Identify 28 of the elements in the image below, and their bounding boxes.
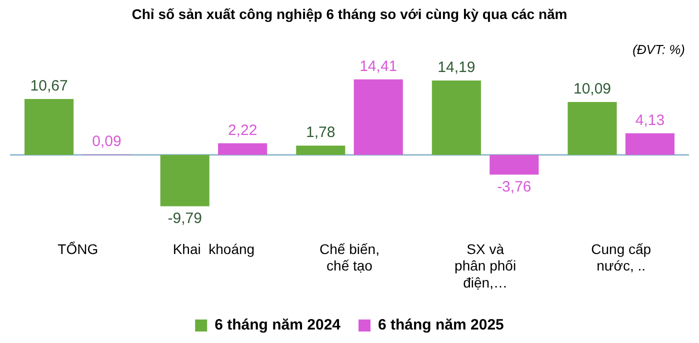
bar bbox=[218, 143, 268, 155]
data-label: 1,78 bbox=[306, 124, 336, 142]
x-tick-label: Cung cấp nước, .. bbox=[591, 240, 652, 274]
data-label: 10,67 bbox=[30, 78, 68, 95]
bar bbox=[490, 154, 539, 175]
bar bbox=[296, 146, 346, 155]
data-label: -3,76 bbox=[497, 178, 532, 196]
data-label: 2,22 bbox=[228, 122, 258, 139]
data-label: 0,09 bbox=[92, 133, 122, 150]
x-tick-label: Chế biến, chế tạo bbox=[320, 240, 380, 274]
x-tick-label: Khai khoáng bbox=[172, 240, 255, 257]
bar bbox=[432, 80, 481, 155]
bar bbox=[24, 98, 74, 155]
bar bbox=[568, 102, 617, 155]
text: (ĐVT: %) bbox=[632, 42, 685, 57]
data-label: 14,41 bbox=[360, 58, 398, 75]
x-tick-label: SX và phân phối điện,… bbox=[454, 240, 516, 290]
chart-title: Chỉ số sản xuất công nghiệp 6 tháng so với cùng kỳ qua các năm bbox=[130, 6, 568, 22]
x-tick-label: TỔNG bbox=[58, 240, 98, 257]
data-label: 10,09 bbox=[573, 80, 612, 98]
legend-label: 6 tháng năm 2024 bbox=[214, 316, 342, 334]
legend-label: 6 tháng năm 2025 bbox=[378, 316, 504, 334]
data-label: 4,13 bbox=[635, 112, 665, 129]
bar bbox=[354, 79, 403, 155]
bar bbox=[160, 154, 210, 206]
data-label: -9,79 bbox=[168, 210, 202, 227]
bar bbox=[625, 133, 674, 155]
data-label: 14,19 bbox=[438, 59, 476, 76]
